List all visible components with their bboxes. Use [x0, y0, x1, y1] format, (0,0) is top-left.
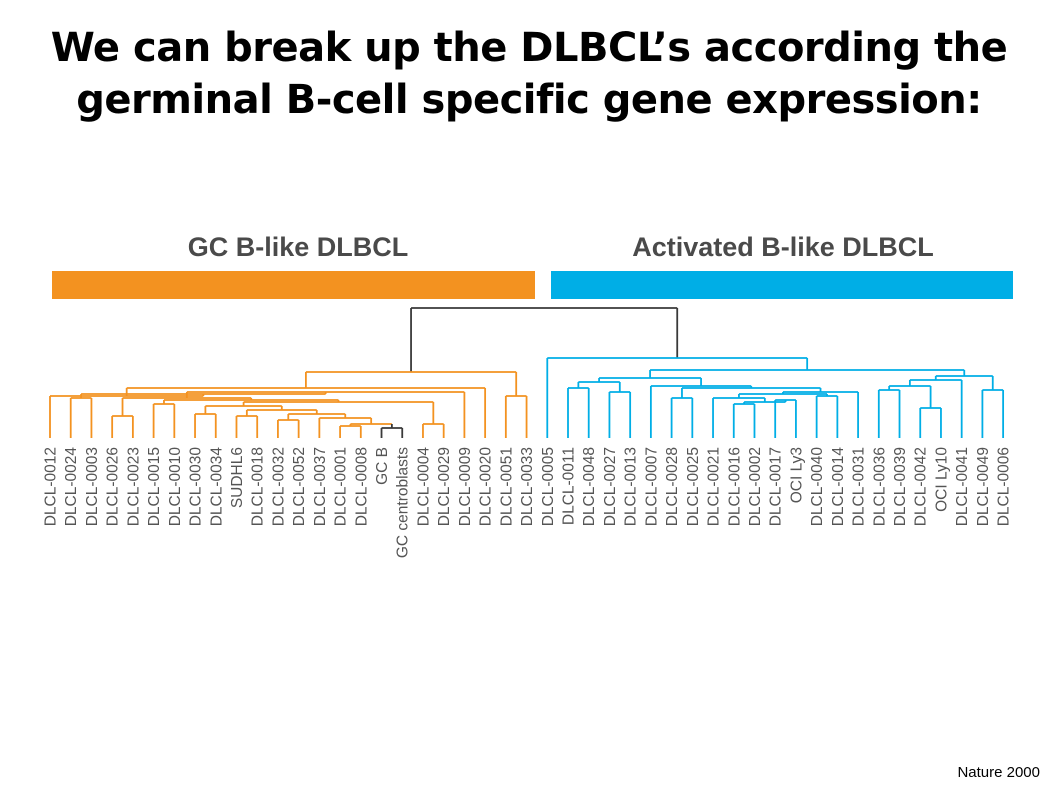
sample-label: DLCL-0013: [623, 447, 640, 526]
sample-label: DLCL-0052: [291, 447, 308, 526]
sample-labels: DLCL-0012 DLCL-0024 DLCL-0003 DLCL-0026 DLCL…: [43, 447, 1013, 559]
group-headers: GC B-like DLBCL Activated B-like DLBCL: [52, 232, 1013, 299]
sample-label: DLCL-0039: [892, 447, 909, 526]
sample-label: DLCL-0023: [125, 447, 142, 526]
sample-label: DLCL-0027: [602, 447, 619, 526]
sample-label: DLCL-0012: [43, 447, 60, 526]
sample-label: DLCL-0033: [519, 447, 536, 526]
sample-label: DLCL-0006: [996, 447, 1013, 526]
sample-label: DLCL-0021: [706, 447, 723, 526]
sample-label: DLCL-0042: [913, 447, 930, 526]
gc-b-like-label: GC B-like DLBCL: [188, 232, 409, 262]
sample-label: DLCL-0016: [726, 447, 743, 526]
sample-label: DLCL-0014: [830, 447, 847, 527]
sample-label: DLCL-0010: [167, 447, 184, 527]
citation: Nature 2000: [957, 764, 1040, 781]
sample-label: DLCL-0007: [643, 447, 660, 526]
sample-label: DLCL-0017: [768, 447, 785, 526]
activated-b-like-bar: [551, 271, 1013, 299]
sample-label: DLCL-0005: [540, 447, 557, 526]
gc-b-like-bar: [52, 271, 535, 299]
dendrogram-tree: [49, 307, 1005, 438]
sample-label: DLCL-0026: [105, 447, 122, 526]
sample-label: DLCL-0002: [747, 447, 764, 526]
sample-label: DLCL-0020: [478, 447, 495, 527]
sample-label: DLCL-0008: [353, 447, 370, 526]
sample-label: DLCL-0015: [146, 447, 163, 526]
sample-label: DLCL-0048: [581, 447, 598, 526]
sample-label: DLCL-0004: [415, 447, 432, 527]
sample-label: GC centroblasts: [395, 447, 412, 558]
slide-title-line-1: We can break up the DLBCL’s according th…: [50, 25, 1008, 71]
sample-label: DLCL-0041: [954, 447, 971, 526]
sample-label: DLCL-0040: [809, 447, 826, 527]
slide-title-line-2: germinal B-cell specific gene expression…: [76, 77, 982, 123]
sample-label: DLCL-0009: [457, 447, 474, 526]
sample-label: DLCL-0049: [975, 447, 992, 526]
sample-label: DLCL-0032: [270, 447, 287, 526]
slide-title: We can break up the DLBCL’s according th…: [0, 22, 1058, 126]
sample-label: OCI Ly3: [788, 447, 805, 503]
sample-label: DLCL-0034: [208, 447, 225, 527]
sample-label: DLCL-0028: [664, 447, 681, 526]
sample-label: SUDHL6: [229, 447, 246, 508]
sample-label: DLCL-0024: [63, 447, 80, 527]
sample-label: DLCL-0001: [333, 447, 350, 526]
sample-label: DLCL-0030: [188, 447, 205, 527]
sample-label: DLCL-0029: [436, 447, 453, 526]
sample-label: DLCL-0003: [84, 447, 101, 526]
sample-label: DLCL-0051: [498, 447, 515, 526]
sample-label: DLCL-0011: [561, 447, 578, 525]
sample-label: GC B: [374, 447, 391, 485]
sample-label: DLCL-0037: [312, 447, 329, 526]
sample-label: DLCL-0031: [851, 447, 868, 526]
activated-b-like-label: Activated B-like DLBCL: [632, 232, 934, 262]
sample-label: DLCL-0036: [871, 447, 888, 526]
sample-label: DLCL-0025: [685, 447, 702, 526]
sample-label: DLCL-0018: [250, 447, 267, 526]
sample-label: OCI Ly10: [933, 447, 950, 512]
